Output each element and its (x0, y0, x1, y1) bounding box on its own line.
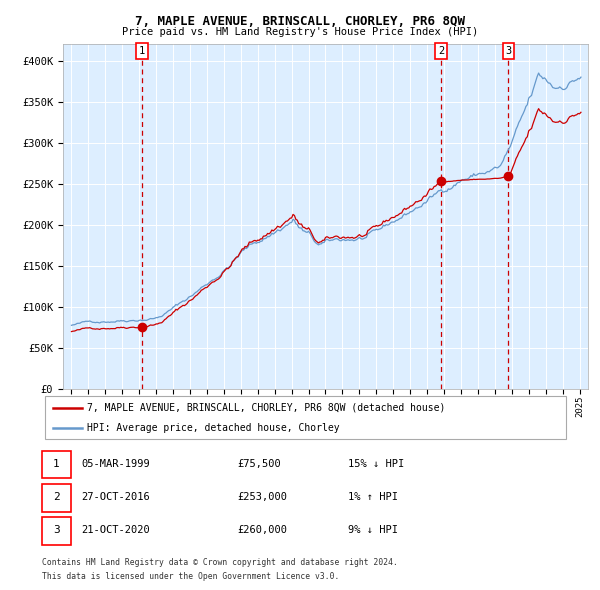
Text: 2: 2 (438, 46, 444, 56)
Text: £75,500: £75,500 (238, 459, 281, 469)
Text: 27-OCT-2016: 27-OCT-2016 (82, 492, 151, 502)
Text: 3: 3 (53, 525, 60, 535)
Text: 15% ↓ HPI: 15% ↓ HPI (348, 459, 404, 469)
FancyBboxPatch shape (42, 451, 71, 478)
Text: 3: 3 (505, 46, 512, 56)
FancyBboxPatch shape (44, 396, 566, 439)
Text: 1% ↑ HPI: 1% ↑ HPI (348, 492, 398, 502)
Text: This data is licensed under the Open Government Licence v3.0.: This data is licensed under the Open Gov… (42, 572, 340, 581)
FancyBboxPatch shape (42, 517, 71, 545)
Text: 1: 1 (53, 459, 60, 469)
Text: 21-OCT-2020: 21-OCT-2020 (82, 525, 151, 535)
Text: 9% ↓ HPI: 9% ↓ HPI (348, 525, 398, 535)
Text: 7, MAPLE AVENUE, BRINSCALL, CHORLEY, PR6 8QW (detached house): 7, MAPLE AVENUE, BRINSCALL, CHORLEY, PR6… (87, 403, 445, 412)
Text: 2: 2 (53, 492, 60, 502)
Text: 05-MAR-1999: 05-MAR-1999 (82, 459, 151, 469)
FancyBboxPatch shape (42, 484, 71, 512)
Text: HPI: Average price, detached house, Chorley: HPI: Average price, detached house, Chor… (87, 424, 340, 434)
Text: £253,000: £253,000 (238, 492, 287, 502)
Text: 1: 1 (139, 46, 145, 56)
Text: Contains HM Land Registry data © Crown copyright and database right 2024.: Contains HM Land Registry data © Crown c… (42, 558, 398, 566)
Text: Price paid vs. HM Land Registry's House Price Index (HPI): Price paid vs. HM Land Registry's House … (122, 27, 478, 37)
Text: 7, MAPLE AVENUE, BRINSCALL, CHORLEY, PR6 8QW: 7, MAPLE AVENUE, BRINSCALL, CHORLEY, PR6… (135, 15, 465, 28)
Text: £260,000: £260,000 (238, 525, 287, 535)
